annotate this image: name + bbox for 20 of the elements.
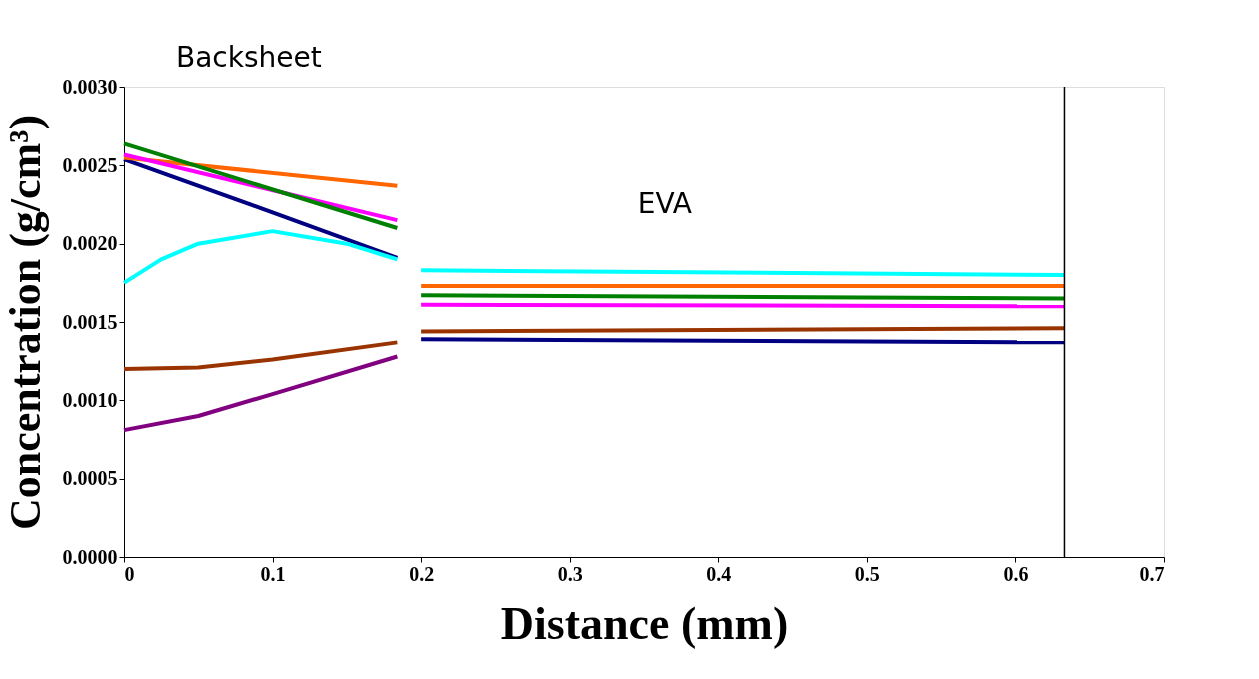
y-tick-label: 0.0005 <box>62 467 118 490</box>
y-tick-label: 0.0030 <box>62 75 118 98</box>
text: Backsheet <box>175 41 322 74</box>
y-tick-label: 0.0010 <box>62 388 118 411</box>
y-tick-label: 0.0000 <box>62 545 118 568</box>
x-tick-label: 0.3 <box>557 562 583 585</box>
x-tick-label: 0.2 <box>409 562 435 585</box>
y-tick-label: 0.0015 <box>62 310 118 333</box>
y-tick-label: 0.0020 <box>62 232 118 255</box>
line-series <box>122 354 400 433</box>
x-tick-label: 0.5 <box>854 562 880 585</box>
x-tick-label: 0.7 <box>1139 562 1165 585</box>
x-tick-label: 0.4 <box>706 562 732 585</box>
y-tick-label: 0.0025 <box>62 153 118 176</box>
x-tick-label: 0.6 <box>1003 562 1029 585</box>
x-axis-title: Distance (mm) <box>500 597 789 649</box>
x-tick-label: 0.1 <box>260 562 286 585</box>
x-tick-label: 0 <box>124 562 135 585</box>
annotation: EVA <box>637 187 692 220</box>
y-axis-title: Concentration (g/cm³) <box>0 114 50 531</box>
